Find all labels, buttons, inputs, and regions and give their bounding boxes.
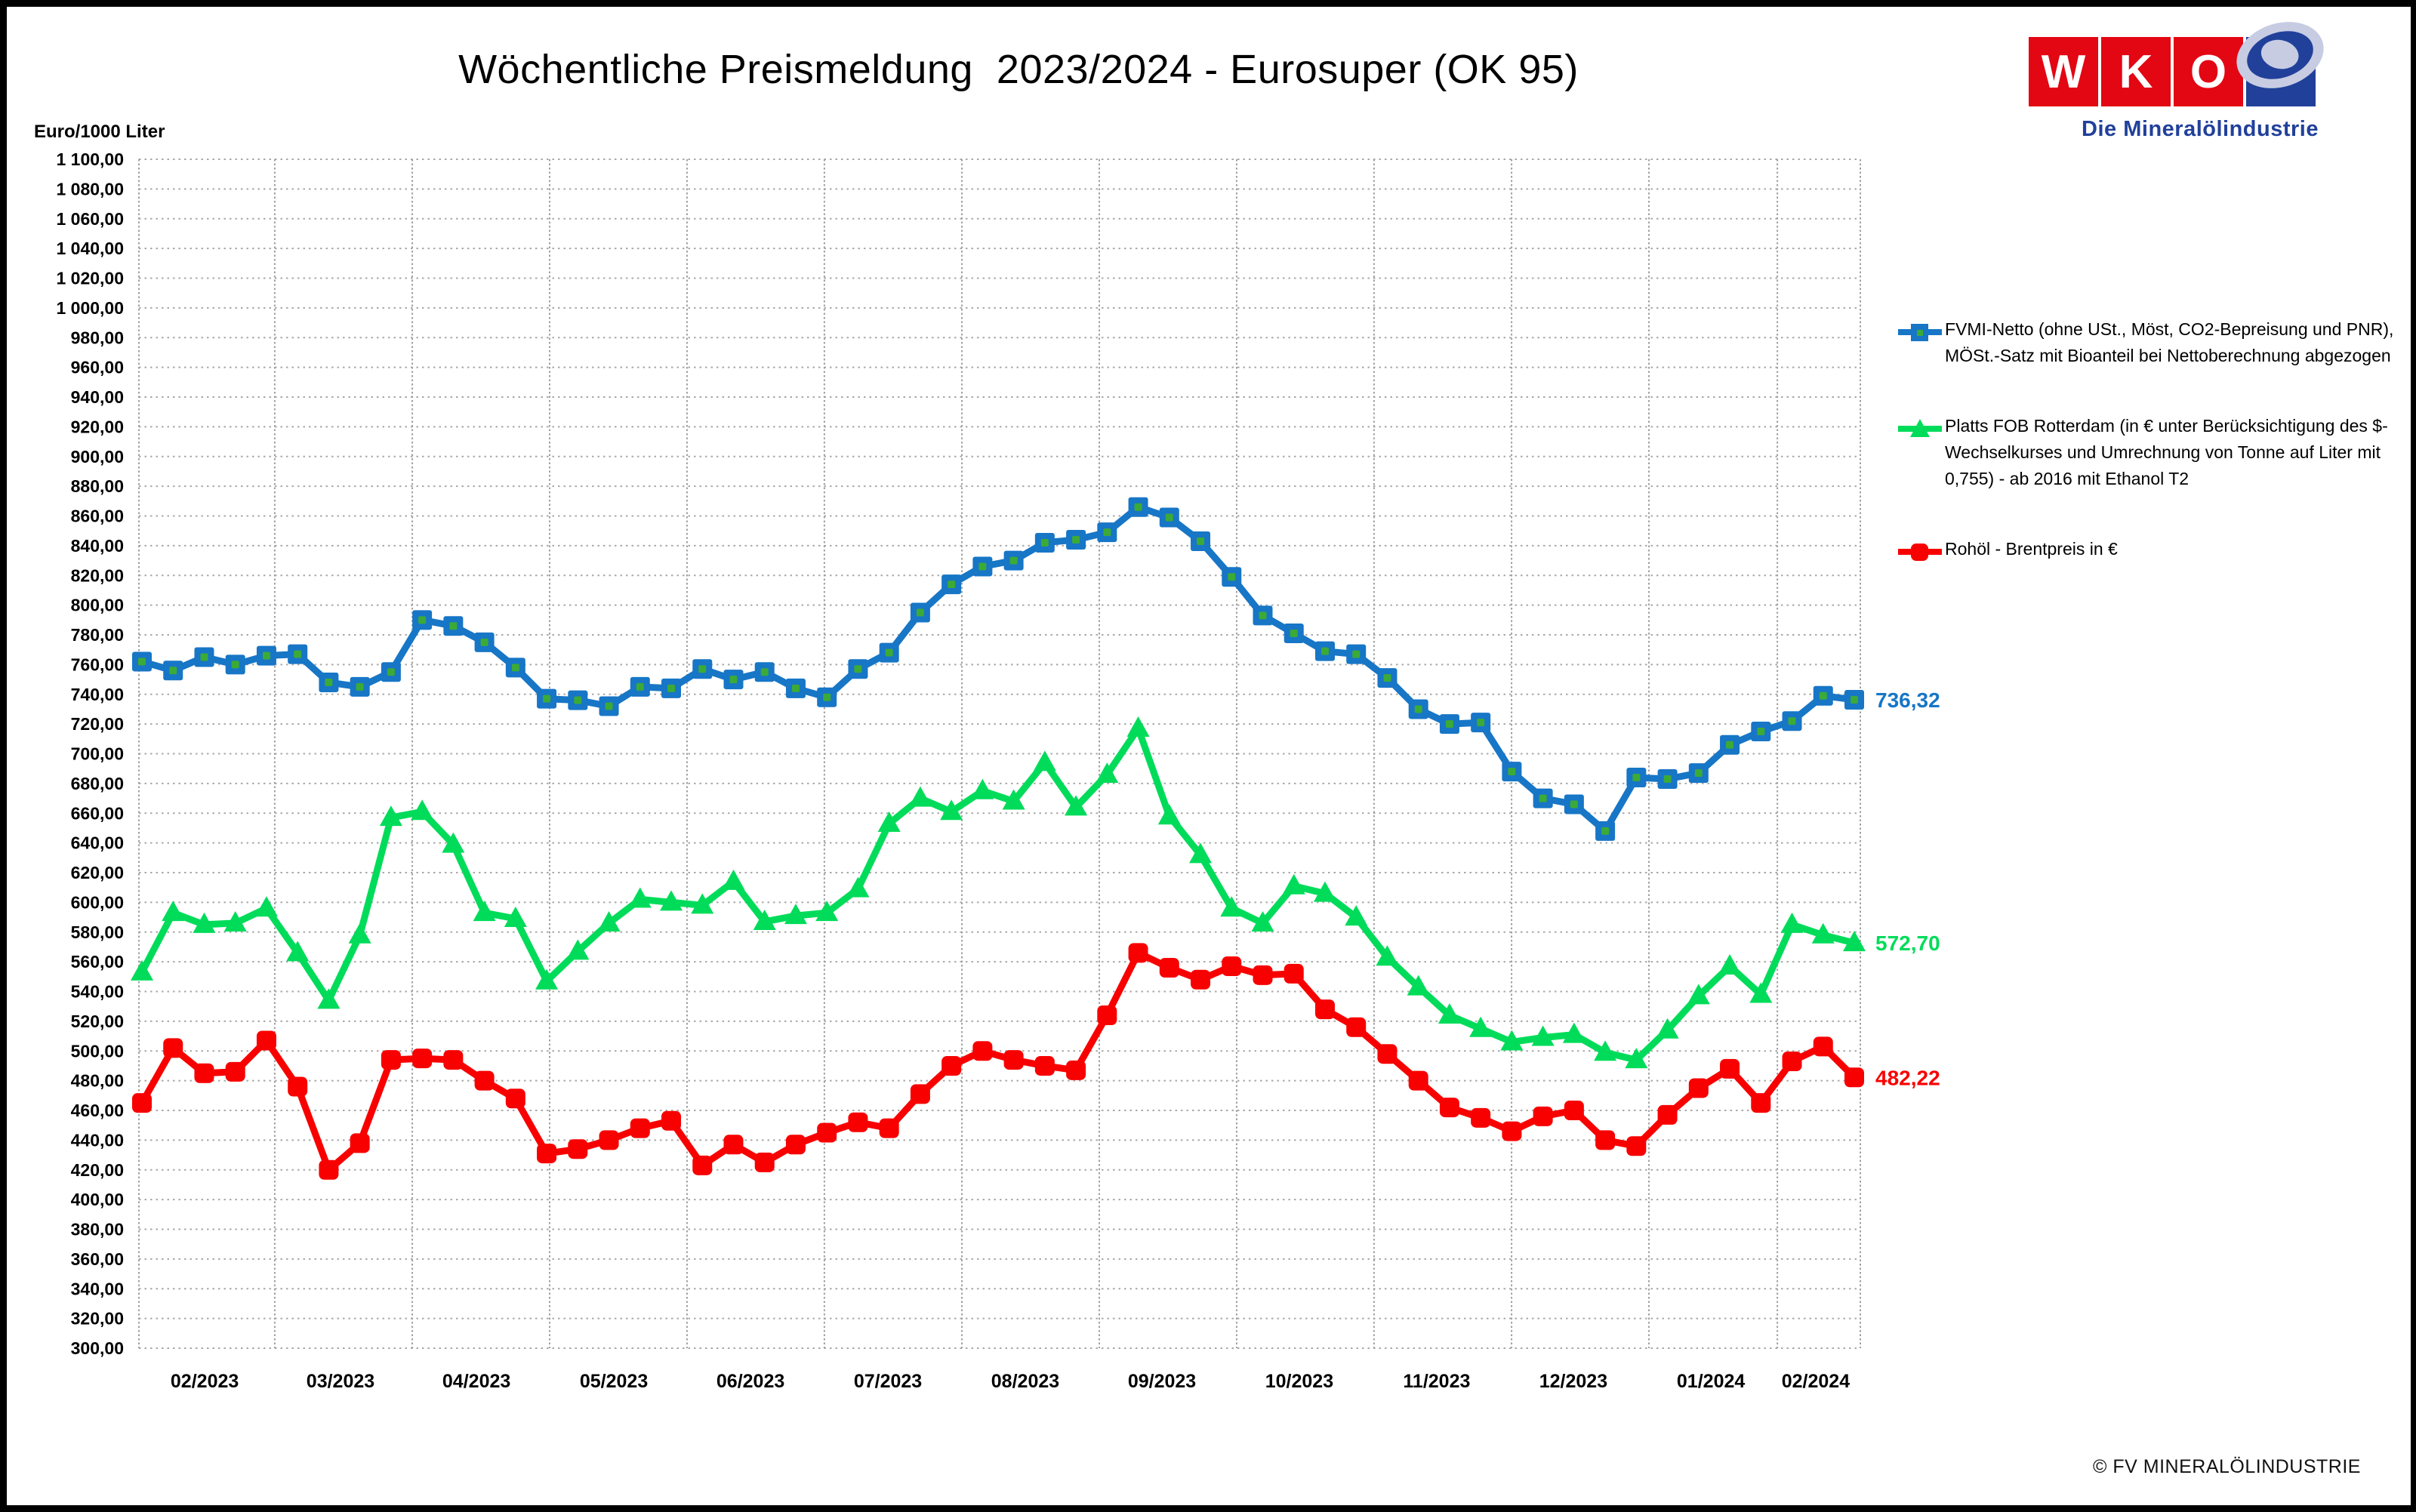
svg-text:300,00: 300,00: [71, 1338, 124, 1358]
svg-text:06/2023: 06/2023: [716, 1371, 784, 1392]
svg-text:320,00: 320,00: [71, 1309, 124, 1329]
svg-text:800,00: 800,00: [71, 596, 124, 615]
svg-text:840,00: 840,00: [71, 536, 124, 556]
svg-text:920,00: 920,00: [71, 417, 124, 436]
svg-text:02/2023: 02/2023: [171, 1371, 239, 1392]
wko-logo-squares: W K O: [2029, 11, 2333, 106]
legend-item-label: Platts FOB Rotterdam (in € unter Berücks…: [1945, 416, 2388, 488]
svg-text:540,00: 540,00: [71, 982, 124, 1002]
svg-text:09/2023: 09/2023: [1128, 1371, 1196, 1392]
legend-marker-brent-icon: [1898, 540, 1945, 567]
logo-letter-w: W: [2029, 37, 2098, 106]
svg-text:820,00: 820,00: [71, 565, 124, 585]
svg-text:736,32: 736,32: [1875, 688, 1940, 712]
svg-text:07/2023: 07/2023: [854, 1371, 922, 1392]
svg-text:1 060,00: 1 060,00: [56, 209, 124, 229]
svg-text:580,00: 580,00: [71, 922, 124, 942]
svg-text:720,00: 720,00: [71, 714, 124, 734]
legend-item-brent: Rohöl - Brentpreis in €: [1898, 536, 2396, 567]
svg-text:520,00: 520,00: [71, 1012, 124, 1031]
svg-text:460,00: 460,00: [71, 1101, 124, 1120]
svg-text:440,00: 440,00: [71, 1130, 124, 1150]
svg-text:960,00: 960,00: [71, 358, 124, 377]
svg-text:760,00: 760,00: [71, 654, 124, 674]
svg-text:1 100,00: 1 100,00: [56, 149, 124, 169]
price-chart: 1 100,00 1 080,00 1 060,00 1 040,00 1 020,00…: [56, 149, 1940, 1392]
legend-item-label: FVMI-Netto (ohne USt., Möst, CO2-Bepreis…: [1945, 319, 2394, 365]
svg-text:03/2023: 03/2023: [307, 1371, 374, 1392]
svg-text:600,00: 600,00: [71, 892, 124, 912]
svg-text:500,00: 500,00: [71, 1041, 124, 1061]
svg-text:1 040,00: 1 040,00: [56, 239, 124, 258]
logo-letter-o: O: [2174, 37, 2243, 106]
svg-text:10/2023: 10/2023: [1265, 1371, 1333, 1392]
logo-swirl-icon: [2227, 11, 2333, 106]
legend-item-fvmi: FVMI-Netto (ohne USt., Möst, CO2-Bepreis…: [1898, 316, 2396, 369]
legend-item-label: Rohöl - Brentpreis in €: [1945, 539, 2118, 559]
svg-text:380,00: 380,00: [71, 1220, 124, 1239]
logo-subtitle: Die Mineralölindustrie: [2082, 117, 2319, 141]
svg-text:01/2024: 01/2024: [1677, 1371, 1745, 1392]
svg-text:05/2023: 05/2023: [580, 1371, 648, 1392]
svg-text:12/2023: 12/2023: [1539, 1371, 1607, 1392]
svg-text:940,00: 940,00: [71, 387, 124, 407]
svg-text:700,00: 700,00: [71, 744, 124, 764]
svg-text:08/2023: 08/2023: [991, 1371, 1059, 1392]
svg-text:02/2024: 02/2024: [1782, 1371, 1850, 1392]
svg-text:420,00: 420,00: [71, 1160, 124, 1180]
svg-text:640,00: 640,00: [71, 833, 124, 853]
svg-text:860,00: 860,00: [71, 507, 124, 526]
svg-text:340,00: 340,00: [71, 1279, 124, 1298]
wko-logo: W K O Die Mineralölindustrie: [2029, 11, 2333, 158]
legend-item-platts: Platts FOB Rotterdam (in € unter Berücks…: [1898, 413, 2396, 492]
svg-text:482,22: 482,22: [1875, 1066, 1940, 1089]
svg-text:11/2023: 11/2023: [1403, 1371, 1470, 1392]
svg-text:980,00: 980,00: [71, 328, 124, 347]
svg-text:620,00: 620,00: [71, 863, 124, 882]
svg-text:360,00: 360,00: [71, 1249, 124, 1269]
logo-letter-k: K: [2101, 37, 2171, 106]
svg-text:560,00: 560,00: [71, 952, 124, 972]
svg-text:400,00: 400,00: [71, 1190, 124, 1209]
svg-text:880,00: 880,00: [71, 476, 124, 496]
svg-text:1 020,00: 1 020,00: [56, 269, 124, 288]
svg-text:660,00: 660,00: [71, 803, 124, 823]
svg-text:740,00: 740,00: [71, 685, 124, 704]
svg-text:680,00: 680,00: [71, 774, 124, 793]
svg-text:480,00: 480,00: [71, 1071, 124, 1091]
y-axis-unit-label: Euro/1000 Liter: [34, 122, 165, 142]
legend-marker-platts-icon: [1898, 417, 1945, 444]
svg-text:1 080,00: 1 080,00: [56, 179, 124, 199]
page: Wöchentliche Preismeldung 2023/2024 - Eu…: [7, 7, 2411, 1505]
svg-text:780,00: 780,00: [71, 625, 124, 645]
svg-text:1 000,00: 1 000,00: [56, 298, 124, 318]
svg-text:900,00: 900,00: [71, 447, 124, 467]
legend-marker-fvmi-icon: [1898, 321, 1945, 347]
svg-text:04/2023: 04/2023: [442, 1371, 510, 1392]
footer-credit: © FV MINERALÖLINDUSTRIE: [2093, 1456, 2361, 1477]
svg-text:572,70: 572,70: [1875, 932, 1940, 955]
chart-title: Wöchentliche Preismeldung 2023/2024 - Eu…: [458, 47, 1579, 92]
chart-legend: FVMI-Netto (ohne USt., Möst, CO2-Bepreis…: [1898, 316, 2396, 611]
